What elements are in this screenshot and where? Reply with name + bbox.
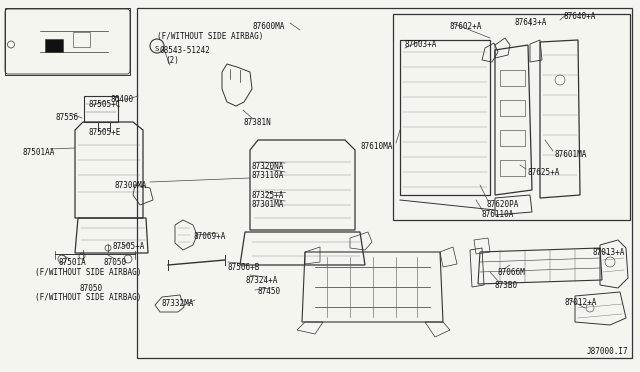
Text: 87050: 87050: [80, 284, 103, 293]
Text: J87000.I7: J87000.I7: [586, 347, 628, 356]
Text: (2): (2): [165, 56, 179, 65]
Text: 87505+A: 87505+A: [112, 242, 145, 251]
Text: 87620PA: 87620PA: [487, 200, 520, 209]
Text: 87610MA: 87610MA: [360, 142, 393, 151]
Bar: [500, 100, 525, 116]
Text: 87012+A: 87012+A: [565, 298, 597, 307]
Text: 876110A: 876110A: [482, 210, 515, 219]
Text: 87505+C: 87505+C: [88, 100, 120, 109]
Text: (F/WITHOUT SIDE AIRBAG): (F/WITHOUT SIDE AIRBAG): [35, 293, 141, 302]
Text: 87643+A: 87643+A: [515, 18, 547, 27]
Text: 87325+A: 87325+A: [252, 191, 284, 200]
Bar: [393, 14, 630, 220]
Bar: [137, 8, 632, 358]
Text: 873B0: 873B0: [495, 281, 518, 290]
Text: 87602+A: 87602+A: [450, 22, 483, 31]
Text: 87324+A: 87324+A: [246, 276, 278, 285]
Text: 87603+A: 87603+A: [405, 40, 437, 49]
Text: 87332MA: 87332MA: [162, 299, 195, 308]
Text: 87450: 87450: [258, 287, 281, 296]
Text: 87301MA: 87301MA: [252, 200, 284, 209]
Bar: [45, 39, 63, 52]
Text: 87506+B: 87506+B: [228, 263, 260, 272]
Text: 87601MA: 87601MA: [555, 150, 588, 159]
Text: 87069+A: 87069+A: [193, 232, 225, 241]
Text: 87600MA: 87600MA: [253, 22, 285, 31]
Bar: [500, 70, 525, 86]
Text: (F/WITHOUT SIDE AIRBAG): (F/WITHOUT SIDE AIRBAG): [35, 268, 141, 277]
Text: 87013+A: 87013+A: [593, 248, 625, 257]
Text: 87505+E: 87505+E: [88, 128, 120, 137]
Text: 87625+A: 87625+A: [528, 168, 561, 177]
Text: 87300MA: 87300MA: [115, 181, 147, 190]
Text: (F/WITHOUT SIDE AIRBAG): (F/WITHOUT SIDE AIRBAG): [157, 32, 264, 41]
Text: 08543-51242: 08543-51242: [160, 46, 211, 55]
Text: 87381N: 87381N: [243, 118, 271, 127]
Text: 86400: 86400: [110, 95, 133, 104]
Text: 87640+A: 87640+A: [564, 12, 596, 21]
Text: 87066M: 87066M: [498, 268, 525, 277]
Bar: [500, 160, 525, 176]
Text: 87556: 87556: [55, 113, 78, 122]
Bar: [5, 8, 130, 75]
Text: 87320NA: 87320NA: [252, 162, 284, 171]
Bar: [500, 130, 525, 146]
Text: S: S: [155, 46, 159, 52]
Bar: [72, 32, 90, 47]
Text: 873110A: 873110A: [252, 171, 284, 180]
Text: 87501A: 87501A: [58, 258, 86, 267]
Text: 87501AA: 87501AA: [22, 148, 54, 157]
Text: 87050: 87050: [103, 258, 126, 267]
